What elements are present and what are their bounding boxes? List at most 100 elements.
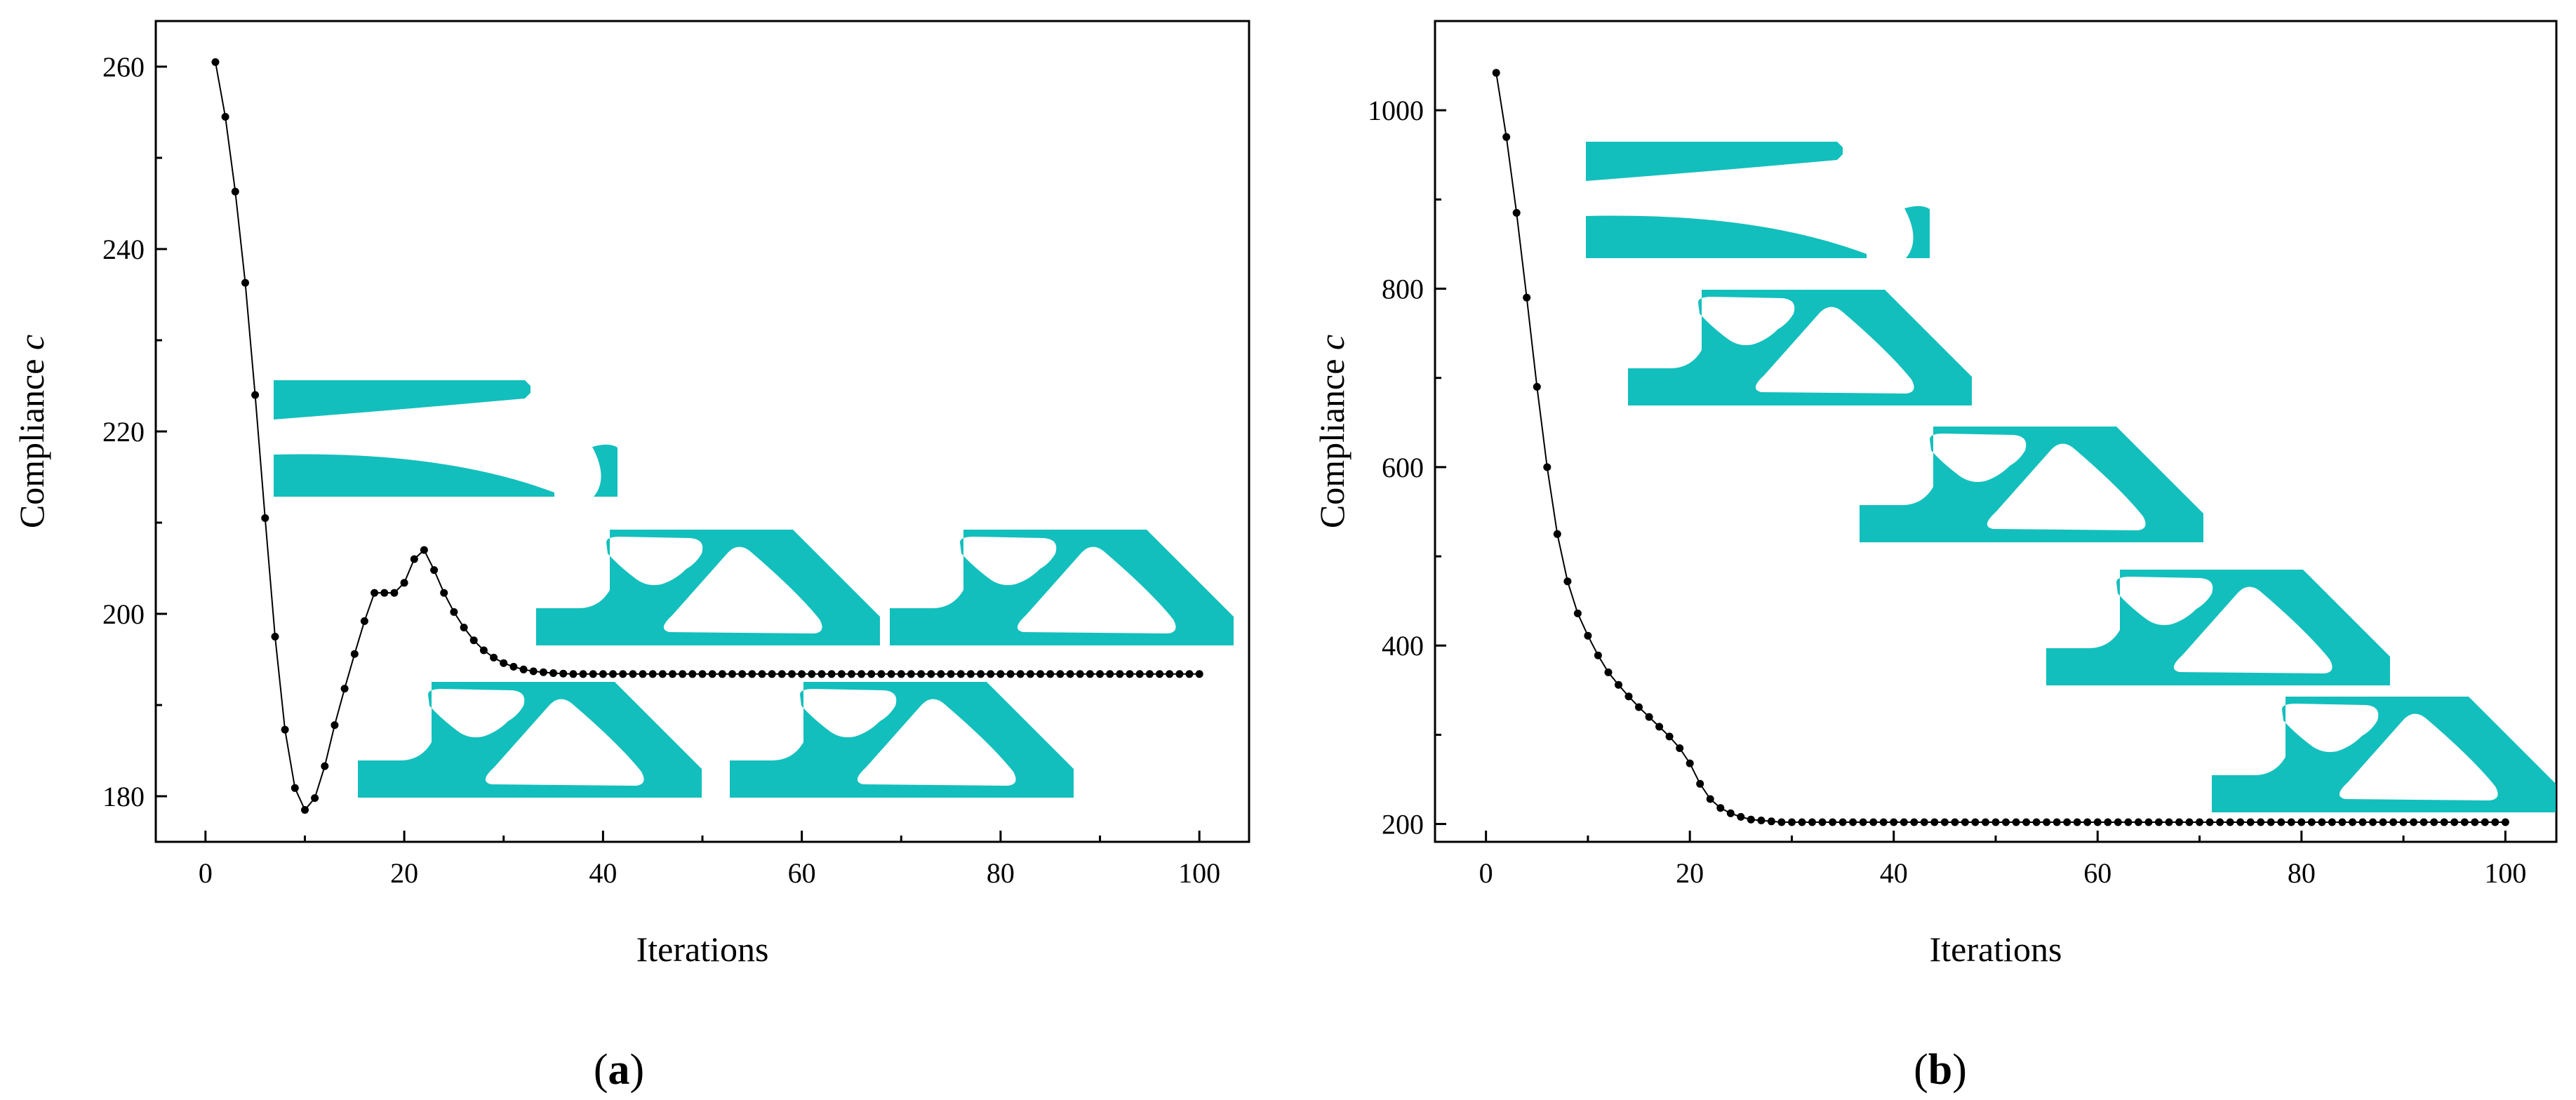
chart-a-data-point: [857, 670, 866, 678]
chart-a-data-point: [1036, 670, 1045, 678]
chart-a-y-ticks: 180 200 220 240 260: [102, 51, 167, 812]
chart-b-data-point: [2205, 818, 2214, 826]
chart-a-x-ticks: 0 20 40 60 80 100: [199, 831, 1220, 889]
chart-b-data-point: [2389, 818, 2398, 826]
chart-b-data-point: [1573, 609, 1582, 617]
chart-a-x-axis-title: Iterations: [636, 930, 769, 969]
chart-a-data-point: [758, 670, 766, 678]
chart-a-data-point: [1096, 670, 1104, 678]
chart-a-data-point: [718, 670, 726, 678]
chart-a-data-point: [848, 670, 855, 678]
chart-b-data-point: [2083, 818, 2092, 826]
chart-a-data-point: [321, 762, 329, 770]
chart-b-data-point: [1726, 809, 1735, 817]
chart-b-data-point: [1777, 818, 1786, 826]
chart-b-x-tick-label: 40: [1880, 857, 1908, 889]
chart-a-data-point: [688, 670, 697, 678]
chart-b-data-point: [1849, 818, 1857, 826]
chart-a-y-axis-title: Compliance c: [12, 335, 51, 528]
chart-a-data-point: [430, 566, 439, 575]
chart-a-data-point: [698, 670, 707, 678]
chart-a-data-point: [549, 669, 557, 677]
chart-b-data-point: [2053, 818, 2061, 826]
chart-a-data-point: [708, 670, 716, 678]
chart-b-data-point: [1543, 463, 1551, 471]
chart-a-data-point: [271, 633, 279, 640]
chart-b-data-point: [1676, 744, 1684, 752]
chart-b-data-point: [2144, 818, 2153, 826]
chart-a-data-point: [350, 650, 359, 658]
chart-b-panel-label-close: ): [1952, 1046, 1967, 1094]
chart-b-data-point: [1838, 818, 1847, 826]
chart-b-y-tick-label: 200: [1382, 809, 1424, 840]
chart-a-data-point: [907, 670, 915, 678]
chart-a-data-point: [788, 670, 796, 678]
chart-a-data-point: [1195, 670, 1203, 678]
chart-b-data-point: [2246, 818, 2255, 826]
chart-a-data-point: [251, 391, 260, 399]
chart-b-data-point: [2318, 818, 2326, 826]
chart-a-data-point: [599, 670, 607, 678]
chart-a-data-point: [490, 653, 498, 662]
chart-a-truss-structure-2: [890, 530, 1234, 645]
chart-a-data-point: [410, 555, 418, 563]
chart-a-data-point: [837, 670, 846, 678]
chart-a-data-point: [400, 579, 408, 587]
chart-b-data-point: [2236, 818, 2245, 826]
chart-b-data-point: [2002, 818, 2010, 826]
chart-a-data-point: [231, 187, 239, 196]
chart-a-data-point: [469, 636, 478, 645]
chart-a-data-point: [987, 670, 995, 678]
chart-b-x-tick-label: 60: [2083, 857, 2111, 889]
chart-b-data-point: [2165, 818, 2173, 826]
chart-b-data-point: [1869, 818, 1878, 826]
chart-a-data-point: [500, 659, 508, 667]
chart-b-data-point: [2450, 818, 2459, 826]
chart-b-data-point: [1624, 692, 1633, 701]
chart-b-data-point: [2012, 818, 2020, 826]
chart-b-data-point: [1584, 631, 1592, 640]
chart-a-x-tick-label: 0: [199, 857, 213, 889]
chart-a-data-point: [241, 279, 249, 287]
chart-a-data-point: [559, 669, 568, 678]
chart-a-data-point: [778, 670, 786, 678]
chart-a-y-tick-label: 260: [102, 51, 145, 83]
chart-b-data-point: [1879, 818, 1888, 826]
chart-b-y-axis-title-symbol: c: [1312, 335, 1352, 350]
chart-b-y-tick-label: 1000: [1368, 95, 1424, 126]
chart-b-data-point: [2420, 818, 2428, 826]
chart-b-data-point: [1492, 69, 1500, 77]
chart-a-data-point: [509, 662, 518, 671]
chart-b-x-tick-label: 100: [2484, 857, 2526, 889]
chart-b-data-point: [2196, 818, 2203, 826]
chart-a-data-point: [748, 670, 756, 678]
chart-a-y-tick-label: 180: [102, 781, 145, 812]
chart-a-data-point: [460, 624, 468, 631]
chart-a-data-point: [579, 670, 587, 678]
chart-b-structures: [1586, 142, 2556, 812]
chart-b-data-point: [2175, 818, 2183, 826]
chart-a-data-point: [380, 589, 389, 597]
chart-b-data-point: [1502, 133, 1511, 141]
chart-b-data-point: [2369, 818, 2377, 826]
chart-b-data-point: [1971, 818, 1980, 826]
chart-a-y-tick-label: 200: [102, 598, 145, 630]
chart-b: 200 400 600 800 1000 0 20 40 60 80 100 Iterations…: [1312, 20, 2558, 1094]
chart-a-data-point: [827, 670, 836, 678]
chart-a-data-point: [897, 670, 905, 678]
chart-b-data-point: [2134, 818, 2142, 826]
chart-b-data-point: [1940, 818, 1949, 826]
chart-a-data-point: [589, 670, 597, 678]
chart-b-truss-structure-4: [2212, 697, 2556, 812]
chart-b-data-point: [2297, 818, 2306, 826]
chart-b-data-point: [2481, 818, 2489, 826]
chart-b-data-point: [1982, 818, 1989, 826]
chart-b-data-point: [1655, 723, 1664, 731]
chart-b-data-point: [2358, 818, 2367, 826]
chart-a-data-point: [1175, 670, 1184, 678]
chart-a-data-point: [808, 670, 816, 678]
chart-a-data-point: [738, 670, 747, 678]
chart-b-data-point: [2471, 818, 2479, 826]
chart-b-panel-label-open: (: [1914, 1046, 1928, 1094]
chart-b-data-point: [2185, 818, 2194, 826]
